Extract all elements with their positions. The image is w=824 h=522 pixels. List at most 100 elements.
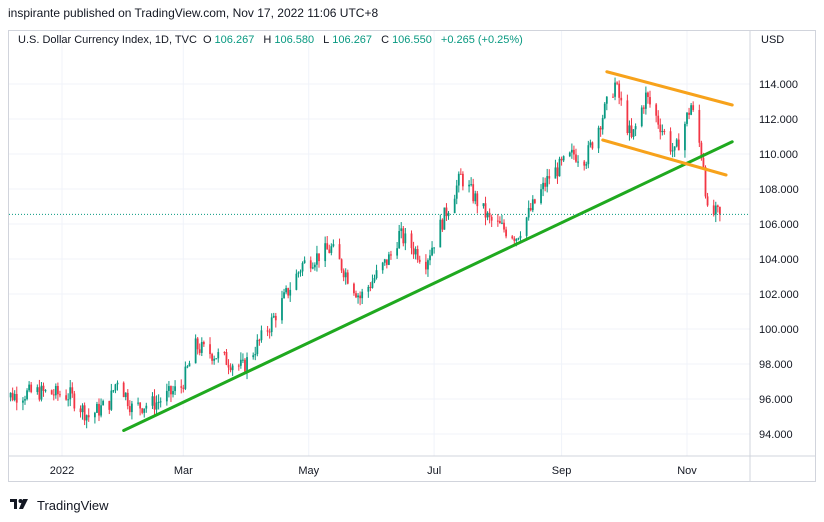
- candle-body: [630, 125, 633, 137]
- y-tick-label: 104.000: [759, 254, 799, 266]
- candle-body: [309, 260, 312, 269]
- channel-upper[interactable]: [605, 70, 734, 107]
- candle-body: [287, 288, 290, 296]
- candle-body: [346, 272, 349, 284]
- y-tick-label: 114.000: [759, 79, 798, 91]
- candle-body: [52, 394, 55, 396]
- candle-body: [375, 270, 378, 278]
- candle-body: [332, 244, 335, 247]
- candle-body: [402, 228, 405, 244]
- candle-body: [209, 344, 211, 355]
- candle-body: [73, 393, 76, 409]
- candle-body: [692, 105, 695, 110]
- candle-body: [470, 184, 473, 186]
- candle-body: [605, 96, 608, 104]
- footer-brand[interactable]: TradingView: [10, 496, 109, 514]
- candle-body: [256, 339, 259, 355]
- candle-body: [490, 216, 493, 221]
- candle-body: [702, 157, 705, 168]
- candle-body: [108, 400, 111, 410]
- candle-body: [211, 354, 213, 361]
- candle-body: [505, 229, 507, 237]
- candle-body: [575, 154, 577, 162]
- symbol-title[interactable]: U.S. Dollar Currency Index, 1D, TVC: [18, 34, 197, 46]
- candle-body: [531, 199, 534, 211]
- candle-body: [258, 339, 261, 341]
- candles: [9, 77, 721, 429]
- candle-body: [28, 384, 31, 391]
- candle-body: [671, 150, 674, 152]
- candle-body: [591, 142, 594, 149]
- candle-body: [295, 273, 298, 290]
- candle-body: [396, 248, 399, 256]
- candle-body: [546, 176, 549, 187]
- candle-body: [184, 366, 187, 389]
- candle-body: [361, 291, 364, 299]
- candle-body: [231, 365, 234, 371]
- candle-body: [170, 386, 172, 395]
- candle-body: [511, 236, 514, 239]
- candle-body: [344, 272, 347, 278]
- candle-body: [414, 249, 417, 255]
- y-tick-label: 94.000: [759, 429, 793, 441]
- candle-body: [400, 228, 403, 231]
- candle-body: [612, 96, 614, 98]
- candle-body: [143, 408, 146, 413]
- candle-body: [87, 415, 90, 418]
- candle-body: [647, 92, 649, 98]
- candle-body: [642, 107, 645, 109]
- candle-body: [200, 341, 203, 353]
- candle-body: [102, 400, 105, 406]
- currency-label[interactable]: USD: [761, 34, 785, 46]
- candle-body: [367, 286, 370, 292]
- candle-body: [424, 261, 427, 270]
- candle-body: [669, 131, 672, 152]
- candle-body: [655, 104, 658, 116]
- candle-body: [116, 382, 119, 385]
- candle-body: [686, 112, 688, 124]
- candle-body: [188, 363, 191, 367]
- chart-frame[interactable]: [8, 30, 816, 482]
- candle-body: [299, 271, 302, 273]
- candle-body: [455, 185, 458, 199]
- candle-body: [577, 161, 579, 163]
- tradingview-logo-icon: [10, 498, 32, 513]
- candle-body: [126, 392, 129, 407]
- candle-body: [716, 205, 719, 207]
- candle-body: [381, 262, 384, 271]
- candle-body: [560, 158, 563, 161]
- price-chart[interactable]: 94.000 96.000 98.000 100.000 102.000 104.000 1…: [0, 0, 824, 490]
- uptrend-line[interactable]: [122, 140, 734, 432]
- candle-body: [30, 384, 33, 393]
- candle-body: [186, 366, 189, 368]
- candle-body: [303, 260, 306, 264]
- candle-body: [96, 403, 98, 413]
- candle-body: [585, 164, 588, 166]
- candle-body: [704, 167, 707, 197]
- candle-body: [390, 254, 392, 256]
- candle-body: [614, 82, 616, 97]
- candle-body: [311, 267, 314, 269]
- candle-body: [141, 408, 144, 413]
- candle-body: [274, 315, 277, 321]
- candle-body: [457, 173, 460, 186]
- candle-body: [628, 125, 631, 134]
- close-label: C: [381, 34, 390, 46]
- candle-body: [26, 390, 28, 400]
- channel-lower[interactable]: [601, 138, 728, 177]
- y-tick-label: 102.000: [759, 289, 799, 301]
- candle-body: [554, 167, 557, 179]
- candle-body: [706, 196, 709, 206]
- x-tick-label: Mar: [174, 465, 193, 477]
- candle-body: [453, 198, 456, 214]
- candle-body: [568, 152, 571, 157]
- candle-body: [254, 354, 257, 356]
- candle-body: [714, 205, 717, 215]
- publish-text: inspirante published on TradingView.com,…: [8, 6, 379, 20]
- candle-body: [556, 167, 559, 177]
- candle-body: [616, 82, 618, 84]
- candle-body: [157, 401, 160, 403]
- x-tick-label: 2022: [50, 465, 74, 477]
- candle-body: [503, 222, 505, 230]
- candle-body: [484, 203, 487, 218]
